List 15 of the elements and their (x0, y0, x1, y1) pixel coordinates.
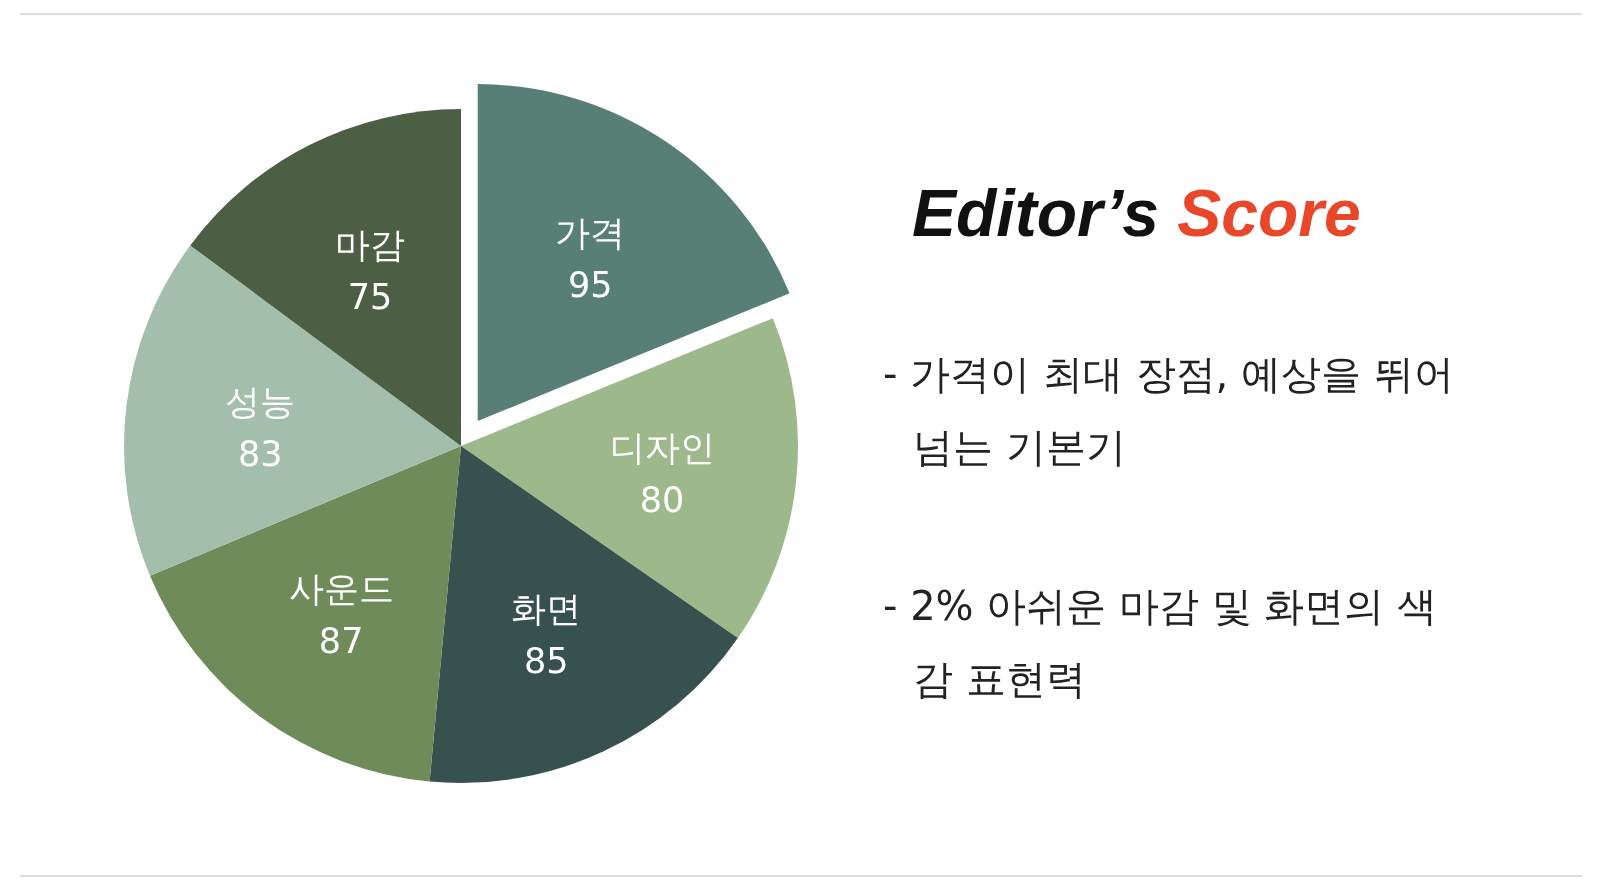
data-label: 83 (238, 433, 283, 474)
slice-label: 마감 (335, 225, 406, 266)
slice-label: 화면 (511, 589, 582, 630)
slice-label: 디자인 (609, 427, 715, 468)
slice-label: 가격 (555, 213, 626, 254)
slice-label: 사운드 (288, 568, 394, 609)
data-label: 95 (568, 265, 613, 306)
text: - 가격이 최대 장점, 예상을 뛰어넘는 기본기 (883, 350, 1455, 472)
slice-label: 성능 (225, 381, 296, 422)
text: Editor’s Score (912, 176, 1361, 250)
text: - 2% 아쉬운 마감 및 화면의 색감 표현력 (883, 582, 1439, 704)
data-label: 75 (347, 277, 393, 318)
data-label: 85 (524, 641, 569, 682)
data-label: 87 (318, 620, 364, 661)
data-label: 80 (639, 479, 685, 520)
